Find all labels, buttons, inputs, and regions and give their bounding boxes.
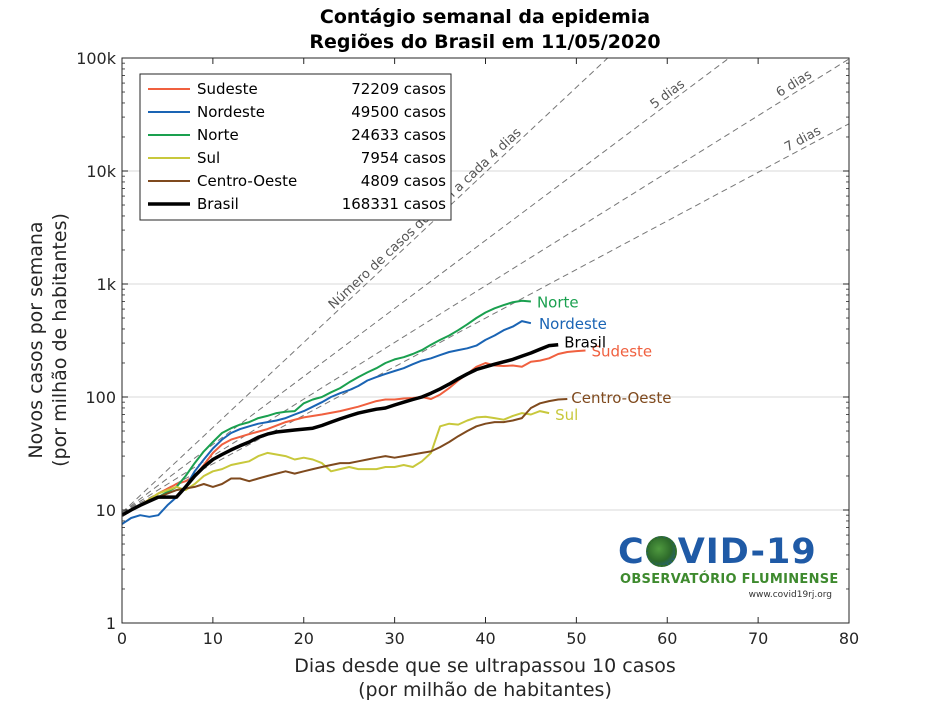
- x-axis-ticks: 0 10 20 30 40 50 60 70 80: [117, 58, 859, 648]
- y-tick-label: 10: [96, 501, 116, 520]
- end-label-centro-oeste: Centro-Oeste: [571, 389, 671, 407]
- logo-subtitle: OBSERVATÓRIO FLUMINENSE: [620, 572, 839, 587]
- series-lines: [122, 299, 586, 525]
- chart-title: Contágio semanal da epidemia Regiões do …: [309, 6, 660, 53]
- x-tick-label: 50: [566, 629, 586, 648]
- series-line-sul: [122, 410, 550, 517]
- covid19-observatorio-logo: C VID-19 OBSERVATÓRIO FLUMINENSE www.covi…: [618, 532, 838, 608]
- y-axis-label: Novos casos por semana (por milhão de ha…: [25, 213, 71, 467]
- doubling-line-4-days: [122, 58, 609, 513]
- logo-url: www.covid19rj.org: [748, 590, 832, 600]
- series-line-centro-oeste: [122, 398, 568, 517]
- legend: Sudeste 72209 casos Nordeste 49500 casos Nor…: [139, 73, 452, 221]
- legend-series-name: Nordeste: [197, 103, 265, 121]
- logo-letter-c: C: [618, 532, 645, 572]
- doubling-line-7-days: [122, 123, 849, 513]
- end-label-norte: Norte: [537, 294, 579, 312]
- x-tick-label: 0: [117, 629, 127, 648]
- x-tick-label: 40: [475, 629, 495, 648]
- series-line-sudeste: [122, 349, 586, 517]
- x-axis-label-line-1: Dias desde que se ultrapassou 10 casos: [294, 655, 676, 677]
- y-tick-label: 100: [85, 388, 116, 407]
- x-tick-label: 80: [839, 629, 859, 648]
- legend-series-cases: 7954 casos: [361, 149, 446, 167]
- end-label-sudeste: Sudeste: [591, 342, 652, 360]
- legend-series-name: Centro-Oeste: [197, 172, 297, 190]
- series-line-norte: [122, 299, 531, 517]
- y-tick-label: 1: [106, 614, 116, 633]
- legend-series-cases: 49500 casos: [351, 103, 446, 121]
- end-label-brasil: Brasil: [564, 334, 606, 352]
- x-tick-label: 30: [384, 629, 404, 648]
- legend-series-cases: 4809 casos: [361, 172, 446, 190]
- y-axis-label-line-2: (por milhão de habitantes): [49, 213, 71, 467]
- x-axis-label-line-2: (por milhão de habitantes): [358, 679, 612, 701]
- legend-box: [139, 73, 452, 221]
- y-tick-label: 10k: [86, 162, 116, 181]
- doubling-line-5-days: [122, 58, 730, 513]
- legend-series-name: Sul: [197, 149, 220, 167]
- x-axis-label: Dias desde que se ultrapassou 10 casos (…: [294, 655, 676, 701]
- legend-series-name: Norte: [197, 126, 239, 144]
- y-tick-label: 1k: [97, 275, 117, 294]
- x-tick-label: 60: [657, 629, 677, 648]
- y-tick-label: 100k: [76, 49, 117, 68]
- virus-icon: [645, 536, 677, 567]
- end-label-sul: Sul: [555, 406, 578, 424]
- logo-wordmark-rest: VID-19: [677, 532, 817, 572]
- chart-title-line-2: Regiões do Brasil em 11/05/2020: [309, 31, 660, 53]
- legend-series-cases: 168331 casos: [342, 195, 446, 213]
- x-tick-label: 10: [203, 629, 223, 648]
- end-label-nordeste: Nordeste: [539, 315, 607, 333]
- y-axis-ticks: 1 10 100 1k 10k 100k: [76, 49, 849, 633]
- legend-series-name: Sudeste: [197, 80, 258, 98]
- chart-title-line-1: Contágio semanal da epidemia: [320, 6, 650, 28]
- logo-wordmark: C VID-19: [618, 532, 817, 572]
- x-tick-label: 20: [294, 629, 314, 648]
- x-tick-label: 70: [748, 629, 768, 648]
- legend-series-name: Brasil: [197, 195, 239, 213]
- series-line-brasil: [122, 342, 559, 517]
- y-axis-label-line-1: Novos casos por semana: [25, 221, 47, 458]
- legend-series-cases: 72209 casos: [351, 80, 446, 98]
- legend-series-cases: 24633 casos: [351, 126, 446, 144]
